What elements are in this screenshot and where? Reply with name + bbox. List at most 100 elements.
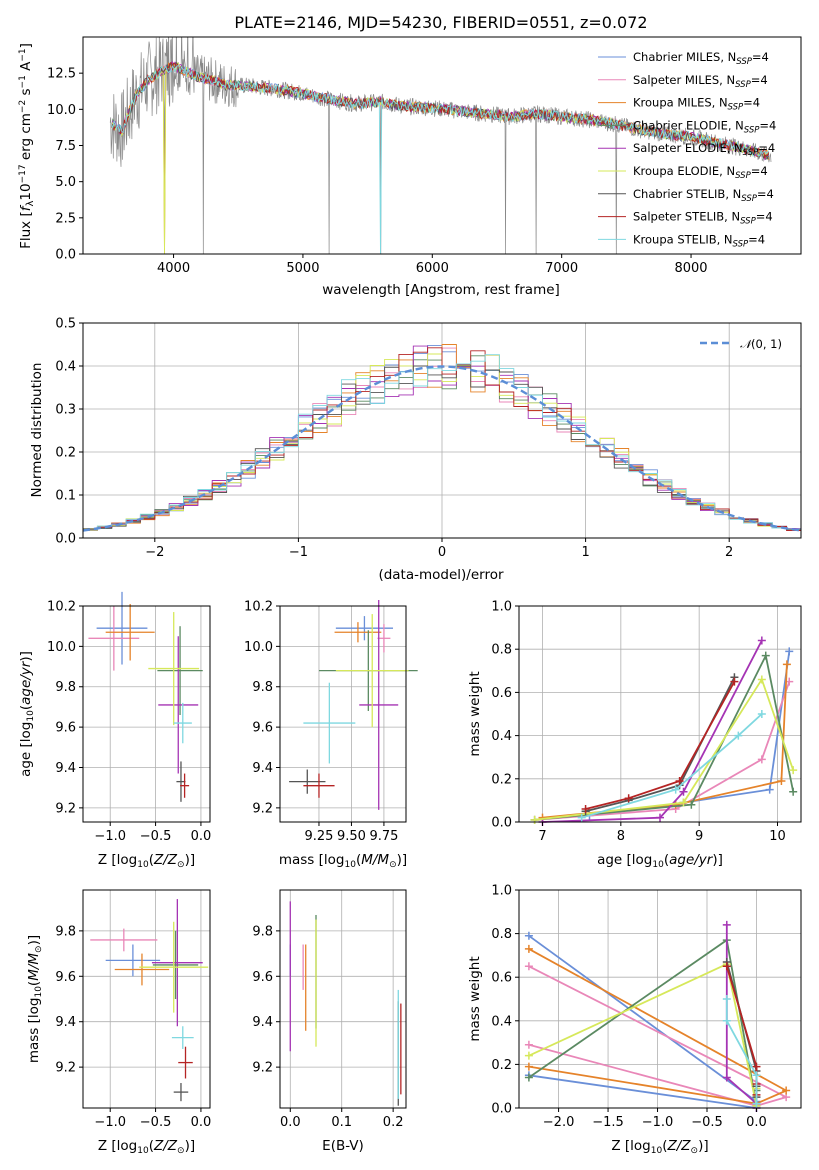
y-tick-label: 9.8 — [252, 680, 273, 695]
histogram-step — [83, 354, 801, 533]
x-tick-label: 9.75 — [369, 829, 398, 844]
y-tick-label: 9.4 — [55, 1015, 76, 1030]
mass-weight-line — [528, 948, 789, 1105]
x-axis-label: mass [log10(M/M⊙)] — [279, 852, 407, 870]
mass-weight-line — [534, 681, 791, 821]
mass-weight-line — [585, 676, 736, 813]
massweight-vs-age-panel: 7 8 9 10 0.0 0.2 0.4 0.6 0.8 1.0 — [491, 600, 802, 844]
legend-label: Chabrier MILES, NSSP=4 — [633, 50, 769, 67]
x-tick-label: 0.1 — [331, 1115, 352, 1130]
y-tick-label: 10.0 — [244, 640, 273, 655]
axes-frame — [518, 605, 802, 823]
y-tick-label: 9.6 — [252, 970, 273, 985]
data-point — [730, 677, 739, 686]
y-tick-label: 9.4 — [252, 1015, 273, 1030]
data-point — [722, 995, 731, 1003]
gridlines — [83, 890, 210, 1108]
x-tick-label: −2.0 — [543, 1115, 575, 1130]
y-axis-label: Normed distribution — [29, 363, 45, 498]
data-point — [577, 813, 586, 822]
y-tick-label: 0.0 — [55, 248, 76, 263]
x-tick-label: 0.0 — [746, 1115, 767, 1130]
y-axis-label: mass weight — [467, 671, 483, 756]
data-point — [785, 647, 794, 656]
y-tick-label: 0.5 — [55, 317, 76, 332]
y-tick-label: 0.8 — [491, 927, 512, 942]
x-tick-label: 0 — [438, 545, 446, 560]
mass-weight-line — [589, 651, 791, 817]
data-point — [524, 1062, 533, 1071]
model-line — [111, 61, 770, 159]
x-tick-label: 0.2 — [383, 1115, 404, 1130]
x-tick-label: 6000 — [416, 261, 449, 276]
y-tick-label: 7.5 — [55, 139, 76, 154]
axes-frame — [279, 889, 407, 1109]
data-point — [757, 675, 766, 684]
x-tick-label: 8 — [617, 829, 625, 844]
x-tick-label: −1.0 — [642, 1115, 674, 1130]
residual-panel: −2 −1 0 1 2 0.0 0.1 0.2 0.3 0.4 0.5 𝒩(0, 1) — [55, 317, 802, 560]
x-tick-label: 10 — [769, 829, 786, 844]
data-point — [524, 1051, 533, 1060]
y-tick-label: 9.8 — [55, 680, 76, 695]
x-axis-label: Z [log10(Z/Z⊙)] — [611, 1138, 708, 1156]
y-tick-label: 0.0 — [491, 1102, 512, 1117]
axes-frame — [82, 889, 211, 1109]
x-tick-label: −1.0 — [94, 829, 126, 844]
age-vs-mass-panel: 9.25 9.50 9.75 9.2 9.4 9.6 9.8 10.0 10.2 — [244, 600, 418, 844]
chart-title: PLATE=2146, MJD=54230, FIBERID=0551, z=0… — [234, 13, 647, 32]
y-tick-label: 0.0 — [55, 532, 76, 547]
y-tick-label: 9.6 — [252, 721, 273, 736]
y-tick-label: 9.8 — [55, 924, 76, 939]
data-point — [757, 636, 766, 645]
data-point — [581, 805, 590, 814]
mass-weight-line — [534, 677, 795, 821]
x-axis-label: age [log10(age/yr)] — [597, 852, 723, 870]
y-tick-label: 0.3 — [55, 403, 76, 418]
age-vs-Z-panel: −1.0 −0.5 0.0 9.2 9.4 9.6 9.8 10.0 10.2 — [47, 591, 211, 844]
y-tick-label: 0.6 — [491, 686, 512, 701]
data-point — [752, 1062, 761, 1071]
data-point — [765, 785, 774, 794]
x-tick-label: 0.0 — [191, 1115, 212, 1130]
x-tick-label: −0.5 — [140, 829, 172, 844]
y-tick-label: 10.0 — [47, 640, 76, 655]
data-point — [722, 1016, 731, 1025]
y-tick-label: 10.2 — [244, 600, 273, 615]
legend-label: 𝒩(0, 1) — [740, 337, 782, 351]
data-point — [530, 815, 539, 824]
y-tick-label: 0.4 — [491, 1014, 512, 1029]
y-tick-label: 9.2 — [55, 801, 76, 816]
y-tick-label: 9.4 — [55, 761, 76, 776]
y-tick-label: 0.2 — [491, 772, 512, 787]
legend-label: Kroupa STELIB, NSSP=4 — [633, 232, 765, 249]
data-point — [524, 944, 533, 953]
normal-curve — [83, 365, 801, 532]
y-tick-label: 9.6 — [55, 721, 76, 736]
data-point — [687, 800, 696, 809]
data-point — [524, 1040, 533, 1049]
legend-label: Salpeter ELODIE, NSSP=4 — [633, 141, 775, 158]
y-tick-label: 0.4 — [55, 360, 76, 375]
data-point — [757, 710, 766, 718]
y-tick-label: 10.2 — [47, 600, 76, 615]
x-axis-label: E(B-V) — [322, 1138, 364, 1154]
data-point — [734, 731, 743, 740]
axes-frame — [518, 889, 802, 1109]
model-line — [111, 64, 770, 254]
y-tick-label: 1.0 — [491, 884, 512, 899]
y-tick-label: 0.0 — [491, 816, 512, 831]
model-line — [111, 62, 770, 254]
mass-weight-line — [534, 652, 795, 821]
data-point — [722, 1073, 731, 1082]
data-point — [789, 787, 798, 796]
y-tick-label: 0.2 — [491, 1058, 512, 1073]
mass-vs-Z-panel: −1.0 −0.5 0.0 9.2 9.4 9.6 9.8 — [55, 889, 212, 1130]
legend-label: Chabrier STELIB, NSSP=4 — [633, 187, 774, 204]
y-tick-label: 5.0 — [55, 175, 76, 190]
y-tick-label: 9.2 — [252, 801, 273, 816]
spectrum-lines — [109, 37, 772, 254]
y-tick-label: 2.5 — [55, 211, 76, 226]
data-point — [722, 920, 731, 929]
